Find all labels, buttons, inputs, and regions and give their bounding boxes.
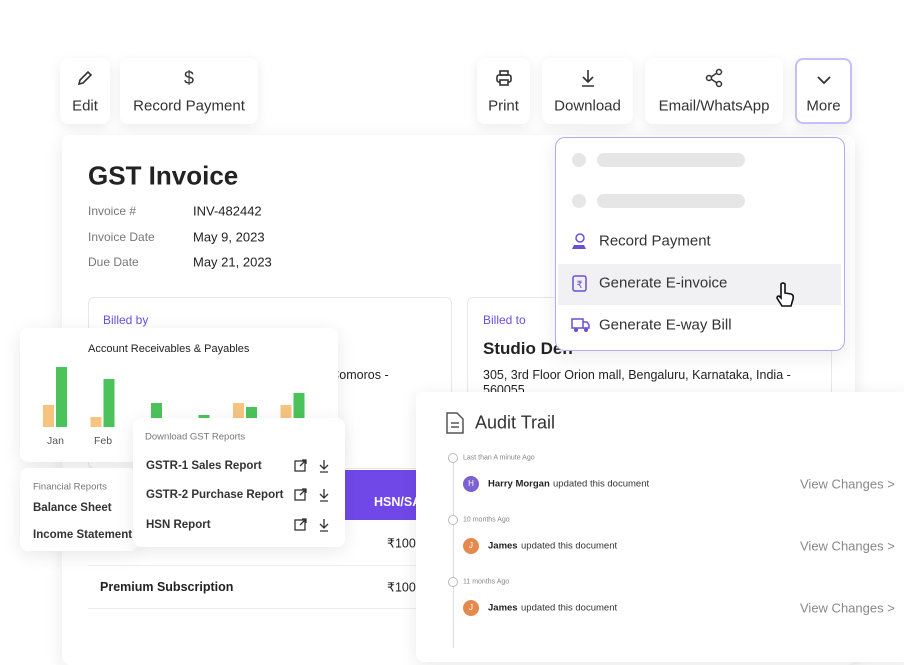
- row-divider: [88, 608, 428, 609]
- report-link[interactable]: Income Statement: [33, 529, 133, 541]
- x-tick-label: Jan: [47, 435, 64, 447]
- menu-icons: ₹: [571, 233, 590, 332]
- billed-by-label: Billed by: [103, 313, 149, 327]
- entry-action: updated this document: [521, 540, 618, 552]
- entry-time: 10 months Ago: [463, 516, 510, 524]
- avatar: J: [463, 538, 479, 554]
- audit-card: [416, 392, 904, 662]
- more-button[interactable]: More: [795, 58, 852, 124]
- bar: [43, 405, 54, 427]
- edit-button[interactable]: Edit: [60, 58, 110, 124]
- table-cell: Premium Subscription: [100, 580, 234, 594]
- menu-item[interactable]: Generate E-way Bill: [599, 316, 732, 334]
- field-value: May 9, 2023: [193, 229, 265, 245]
- dollar-icon: $: [184, 68, 194, 88]
- card-title: Financial Reports: [33, 481, 107, 493]
- row-divider: [88, 565, 428, 566]
- chevron-icon: [816, 76, 831, 85]
- svg-text:₹: ₹: [576, 280, 582, 291]
- share-button[interactable]: Email/WhatsApp: [645, 58, 783, 124]
- timeline-dot: [448, 453, 458, 463]
- report-link[interactable]: GSTR-1 Sales Report: [146, 460, 262, 472]
- button-label: Print: [488, 97, 519, 115]
- bar: [90, 417, 102, 427]
- document-icon: [446, 412, 464, 434]
- entry-action: updated this document: [553, 478, 650, 490]
- table-header-cell: HSN/SA: [374, 495, 422, 509]
- button-label: Download: [554, 97, 621, 115]
- client-name: Studio Den: [483, 339, 573, 358]
- menu-item[interactable]: Record Payment: [599, 232, 711, 250]
- entry-user: James: [488, 602, 518, 614]
- download-icon: [581, 70, 594, 87]
- button-label: More: [806, 97, 841, 115]
- report-icons[interactable]: [293, 458, 335, 534]
- entry-time: Last than A minute Ago: [463, 454, 535, 462]
- print-button[interactable]: Print: [477, 58, 530, 124]
- table-cell: ₹100: [387, 536, 416, 551]
- button-label: Edit: [72, 97, 98, 115]
- skeleton-rows: [572, 153, 745, 208]
- bar: [151, 403, 162, 427]
- button-label: Record Payment: [133, 97, 245, 115]
- client-address: 305, 3rd Floor Orion mall, Bengaluru, Ka…: [483, 368, 791, 382]
- svg-text:$: $: [184, 68, 194, 88]
- avatar: J: [463, 600, 479, 616]
- bar: [233, 403, 244, 427]
- field-value: INV-482442: [193, 203, 262, 219]
- field-label: Invoice Date: [88, 230, 155, 244]
- share-icon: [705, 68, 723, 88]
- report-link[interactable]: GSTR-2 Purchase Report: [146, 489, 284, 501]
- avatar: H: [463, 476, 479, 492]
- bar: [280, 405, 292, 427]
- gst-reports-card: [133, 418, 345, 547]
- dropdown-menu: [555, 137, 845, 351]
- edit-icon: [77, 70, 93, 86]
- page: Edit $ Record Payment Print Download Ema…: [20, 58, 895, 648]
- bar: [56, 367, 67, 427]
- hand-cursor: [776, 282, 795, 307]
- entry-user: Harry Morgan: [488, 478, 550, 490]
- entry-action: updated this document: [521, 602, 618, 614]
- field-label: Due Date: [88, 255, 139, 269]
- bar: [246, 407, 257, 427]
- x-tick-label: Feb: [94, 435, 112, 447]
- audit-title: Audit Trail: [475, 412, 556, 433]
- field-label: Invoice #: [88, 204, 137, 218]
- view-changes-link[interactable]: View Changes >: [800, 538, 895, 554]
- print-icon: [495, 70, 512, 86]
- invoice-title: GST Invoice: [88, 160, 239, 191]
- timeline-dot: [448, 515, 458, 525]
- field-value: May 21, 2023: [193, 254, 272, 270]
- download-button[interactable]: Download: [542, 58, 633, 124]
- bar: [293, 393, 305, 427]
- chart-title: Account Receivables & Payables: [88, 343, 250, 355]
- card-title: Download GST Reports: [145, 431, 246, 443]
- report-link[interactable]: Balance Sheet: [33, 502, 112, 514]
- timeline: [453, 458, 454, 648]
- report-link[interactable]: HSN Report: [146, 519, 211, 531]
- table-cell: ₹100: [387, 580, 416, 595]
- bar: [103, 379, 115, 427]
- financial-reports-card: [20, 468, 138, 551]
- billed-to-label: Billed to: [483, 313, 526, 327]
- entry-time: 11 months Ago: [463, 578, 510, 586]
- entry-user: James: [488, 540, 518, 552]
- timeline-dot: [448, 577, 458, 587]
- view-changes-link[interactable]: View Changes >: [800, 600, 895, 616]
- view-changes-link[interactable]: View Changes >: [800, 476, 895, 492]
- button-label: Email/WhatsApp: [658, 97, 770, 115]
- menu-item[interactable]: Generate E-invoice: [599, 274, 728, 292]
- record-payment-button[interactable]: $ Record Payment: [120, 58, 258, 124]
